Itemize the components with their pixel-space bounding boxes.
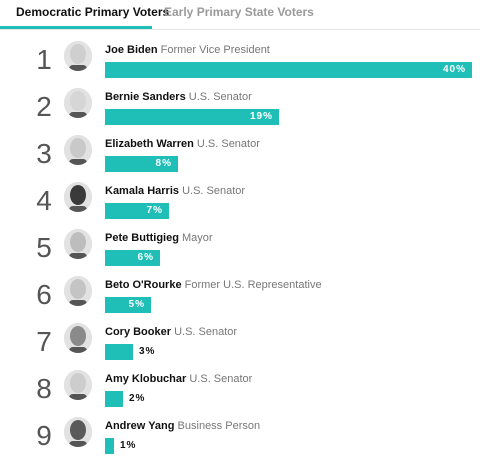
percentage-bar [105,391,123,407]
list-item: 6 Beto O'Rourke Former U.S. Representativ… [0,276,480,323]
list-item: 4 Kamala Harris U.S. Senator 7% [0,182,480,229]
avatar [64,135,92,165]
percentage-bar [105,203,169,219]
candidate-title: Former Vice President [160,44,270,56]
percentage-bar [105,438,114,454]
percentage-label: 19% [249,111,273,122]
candidate-title: U.S. Senator [182,185,246,197]
avatar [64,417,92,447]
candidate-label: Joe Biden Former Vice President [105,44,270,56]
avatar [64,229,92,259]
candidate-label: Kamala Harris U.S. Senator [105,185,245,197]
candidate-title: U.S. Senator [188,91,252,103]
candidate-name: Cory Booker [105,326,172,338]
candidate-title: Business Person [177,420,261,432]
list-item: 1 Joe Biden Former Vice President 40% [0,41,480,88]
percentage-bar [105,109,279,125]
active-tab-indicator [0,26,152,29]
rank-number: 9 [36,420,52,451]
avatar [64,182,92,212]
list-item: 3 Elizabeth Warren U.S. Senator 8% [0,135,480,182]
list-item: 2 Bernie Sanders U.S. Senator 19% [0,88,480,135]
percentage-label: 3% [139,346,156,357]
candidate-label: Amy Klobuchar U.S. Senator [105,373,252,385]
tab-bar: Democratic Primary Voters Early Primary … [0,0,480,30]
candidate-label: Pete Buttigieg Mayor [105,232,213,244]
percentage-bar [105,297,151,313]
candidate-name: Amy Klobuchar [105,373,187,385]
rank-number: 7 [36,326,52,357]
percentage-label: 6% [137,252,154,263]
percentage-label: 8% [155,158,172,169]
list-item: 8 Amy Klobuchar U.S. Senator 2% [0,370,480,417]
rank-number: 5 [36,232,52,263]
candidate-name: Pete Buttigieg [105,232,179,244]
avatar [64,323,92,353]
percentage-label: 40% [442,64,466,75]
rank-number: 6 [36,279,52,310]
candidate-name: Elizabeth Warren [105,138,194,150]
avatar [64,276,92,306]
candidate-name: Kamala Harris [105,185,179,197]
percentage-bar [105,250,160,266]
candidate-label: Andrew Yang Business Person [105,420,260,432]
candidate-label: Cory Booker U.S. Senator [105,326,237,338]
tab-divider [0,29,480,30]
candidate-name: Andrew Yang [105,420,175,432]
percentage-bar [105,156,178,172]
rank-number: 3 [36,138,52,169]
avatar [64,88,92,118]
avatar [64,41,92,71]
candidate-title: U.S. Senator [196,138,260,150]
candidate-label: Beto O'Rourke Former U.S. Representative [105,279,322,291]
percentage-label: 2% [129,393,146,404]
candidate-title: Mayor [182,232,213,244]
percentage-bar [105,62,472,78]
list-item: 5 Pete Buttigieg Mayor 6% [0,229,480,276]
list-item: 9 Andrew Yang Business Person 1% [0,417,480,464]
percentage-label: 1% [120,440,137,451]
candidate-label: Bernie Sanders U.S. Senator [105,91,252,103]
percentage-label: 7% [146,205,163,216]
candidate-name: Joe Biden [105,44,158,56]
candidate-title: Former U.S. Representative [184,279,322,291]
list-item: 7 Cory Booker U.S. Senator 3% [0,323,480,370]
avatar [64,370,92,400]
candidate-label: Elizabeth Warren U.S. Senator [105,138,260,150]
rank-number: 1 [36,44,52,75]
rank-number: 8 [36,373,52,404]
rank-number: 4 [36,185,52,216]
tab-democratic-primary-voters[interactable]: Democratic Primary Voters [16,5,170,19]
candidate-name: Beto O'Rourke [105,279,182,291]
rank-number: 2 [36,91,52,122]
percentage-label: 5% [128,299,145,310]
tab-early-primary-state-voters[interactable]: Early Primary State Voters [164,5,314,19]
percentage-bar [105,344,133,360]
candidate-title: U.S. Senator [189,373,253,385]
candidate-title: U.S. Senator [174,326,238,338]
candidate-name: Bernie Sanders [105,91,186,103]
